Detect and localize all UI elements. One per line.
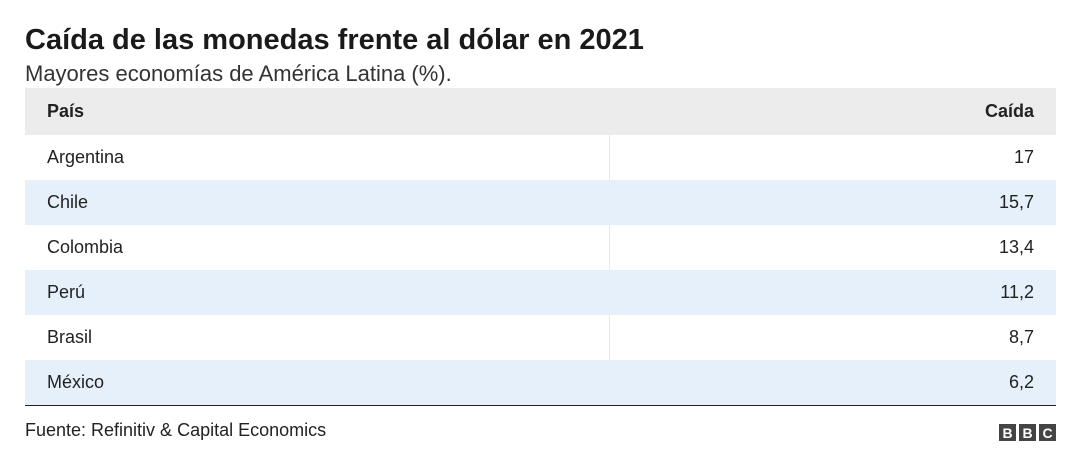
table-body: Argentina 17 Chile 15,7 Colombia 13,4 Perú 11,2…	[25, 135, 1056, 406]
table: País Caída Argentina 17 Chile 15,7 Colombia 1…	[25, 88, 1056, 406]
column-header: Caída	[609, 88, 1056, 135]
table-row: Colombia 13,4	[25, 225, 1056, 270]
logo-letter: B	[999, 424, 1016, 441]
value-cell: 15,7	[609, 180, 1056, 225]
value-cell: 6,2	[609, 360, 1056, 406]
table-row: México 6,2	[25, 360, 1056, 406]
country-cell: Brasil	[25, 315, 610, 360]
table-row: Argentina 17	[25, 135, 1056, 180]
table-row: Perú 11,2	[25, 270, 1056, 315]
column-header: País	[25, 88, 610, 135]
country-cell: México	[25, 360, 610, 406]
value-cell: 13,4	[609, 225, 1056, 270]
subtitle: Mayores economías de América Latina (%).	[25, 61, 452, 86]
table-row: Chile 15,7	[25, 180, 1056, 225]
logo-letter: B	[1019, 424, 1036, 441]
country-cell: Colombia	[25, 225, 610, 270]
header-row: País Caída	[25, 88, 1056, 135]
country-cell: Chile	[25, 180, 610, 225]
table-row: Brasil 8,7	[25, 315, 1056, 360]
value-cell: 8,7	[609, 315, 1056, 360]
title: Caída de las monedas frente al dólar en …	[25, 24, 644, 56]
value-cell: 11,2	[609, 270, 1056, 315]
value-cell: 17	[609, 135, 1056, 180]
logo-letter: C	[1039, 424, 1056, 441]
country-cell: Argentina	[25, 135, 610, 180]
source: Fuente: Refinitiv & Capital Economics	[25, 420, 327, 440]
country-cell: Perú	[25, 270, 610, 315]
